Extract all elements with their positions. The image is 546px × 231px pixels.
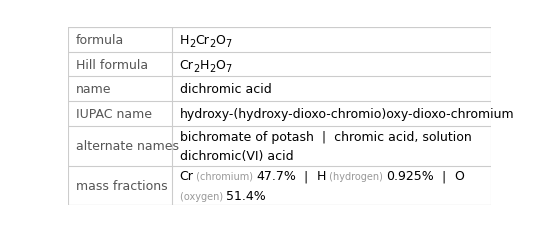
- Text: 0.925%: 0.925%: [386, 170, 434, 182]
- Text: alternate names: alternate names: [76, 140, 179, 153]
- Text: H: H: [180, 33, 189, 46]
- Text: formula: formula: [76, 33, 124, 46]
- Text: 2: 2: [189, 39, 195, 49]
- Text: 2: 2: [193, 64, 200, 74]
- Text: mass fractions: mass fractions: [76, 179, 168, 192]
- Text: O: O: [215, 58, 225, 71]
- Text: (chromium): (chromium): [193, 171, 257, 181]
- Text: 2: 2: [209, 39, 215, 49]
- Text: O: O: [454, 170, 464, 182]
- Text: (hydrogen): (hydrogen): [326, 171, 386, 181]
- Text: H: H: [200, 58, 209, 71]
- Text: 7: 7: [225, 39, 232, 49]
- Text: Cr: Cr: [180, 58, 193, 71]
- Text: Hill formula: Hill formula: [76, 58, 148, 71]
- Text: IUPAC name: IUPAC name: [76, 108, 152, 121]
- Text: name: name: [76, 83, 111, 96]
- Text: Cr: Cr: [180, 170, 193, 182]
- Text: bichromate of potash  |  chromic acid, solution: bichromate of potash | chromic acid, sol…: [180, 130, 471, 143]
- Text: |: |: [434, 170, 454, 182]
- Text: H: H: [317, 170, 326, 182]
- Text: dichromic(VI) acid: dichromic(VI) acid: [180, 150, 293, 163]
- Text: |: |: [296, 170, 317, 182]
- Text: 7: 7: [225, 64, 232, 74]
- Text: Cr: Cr: [195, 33, 209, 46]
- Text: dichromic acid: dichromic acid: [180, 83, 271, 96]
- Text: (oxygen): (oxygen): [180, 191, 226, 201]
- Text: 47.7%: 47.7%: [257, 170, 296, 182]
- Text: hydroxy-(hydroxy-dioxo-chromio)oxy-dioxo-chromium: hydroxy-(hydroxy-dioxo-chromio)oxy-dioxo…: [180, 108, 514, 121]
- Text: 2: 2: [209, 64, 215, 74]
- Text: O: O: [215, 33, 225, 46]
- Text: 51.4%: 51.4%: [226, 189, 265, 202]
